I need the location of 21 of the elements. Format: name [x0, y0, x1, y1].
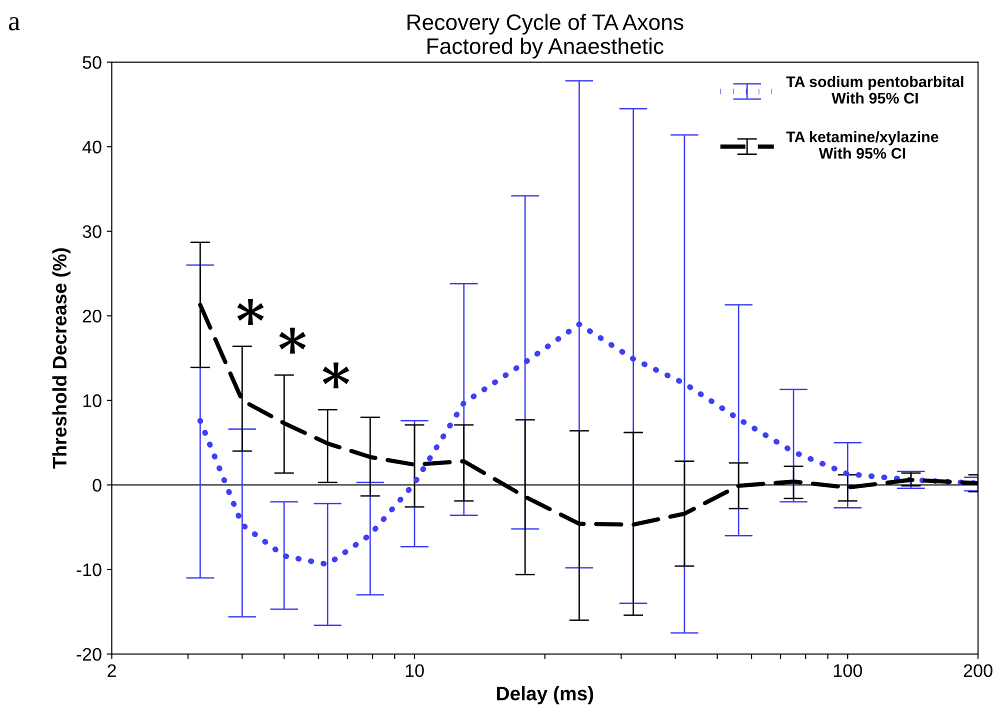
text: a — [8, 17, 20, 30]
y-tick-label: 30 — [82, 225, 102, 238]
y-tick-label: -20 — [76, 648, 102, 661]
annotation: * — [279, 328, 306, 354]
y-tick-label: -10 — [76, 563, 102, 576]
y-tick-label: 0 — [92, 478, 102, 492]
y-axis-title: Threshold Decrease (%) — [52, 248, 70, 469]
y-tick-label: 50 — [82, 56, 102, 69]
x-tick-label: 10 — [406, 664, 424, 678]
y-tick-label: 10 — [83, 394, 102, 408]
x-tick-label: 200 — [964, 664, 992, 678]
annotation: * — [237, 299, 264, 325]
y-tick-label: 40 — [82, 140, 102, 154]
y-tick-label: 20 — [82, 310, 102, 323]
chart-title: Recovery Cycle of TA Axons Factored by Anaesthetic — [408, 14, 684, 58]
x-axis-title: Delay (ms) — [497, 686, 594, 704]
x-tick-label: 100 — [834, 664, 862, 678]
legend-label: TA sodium pentobarbital With 95% CI — [786, 76, 964, 104]
legend-label: TA ketamine/xylazine With 95% CI — [786, 131, 938, 159]
x-tick-label: 2 — [108, 664, 116, 677]
annotation: * — [322, 362, 350, 388]
